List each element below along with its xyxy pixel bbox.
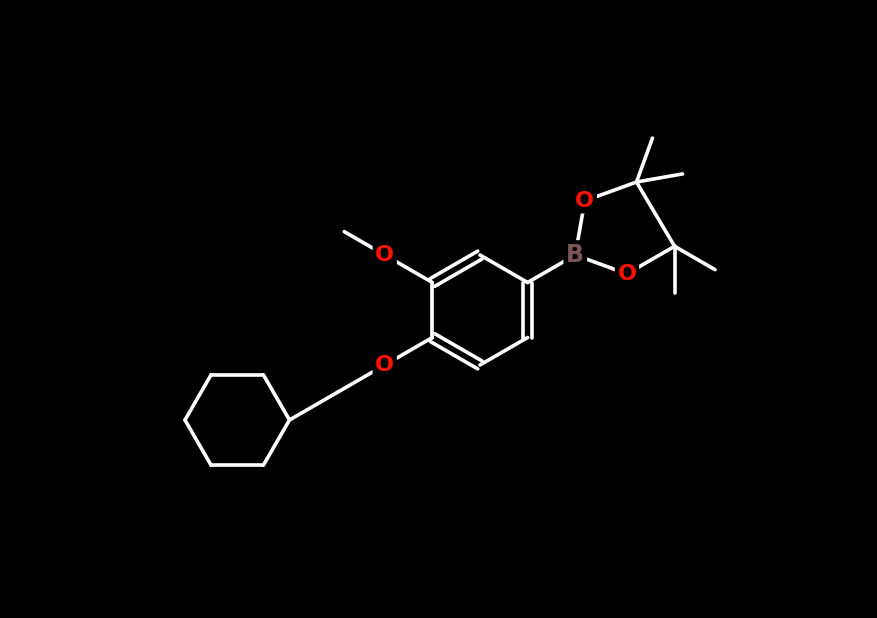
Text: O: O	[375, 245, 395, 265]
Text: O: O	[375, 355, 395, 375]
Text: B: B	[567, 243, 584, 267]
Text: O: O	[617, 264, 637, 284]
Text: O: O	[575, 191, 595, 211]
